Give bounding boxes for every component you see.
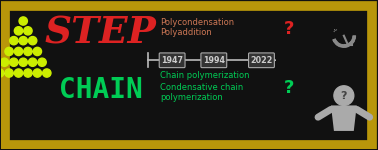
Circle shape	[9, 37, 18, 45]
Text: Polycondensation: Polycondensation	[160, 18, 234, 27]
FancyBboxPatch shape	[201, 53, 227, 68]
Text: ?: ?	[341, 91, 347, 101]
Circle shape	[19, 58, 27, 66]
Text: CHAIN: CHAIN	[59, 76, 143, 104]
Circle shape	[0, 58, 9, 66]
Text: ?: ?	[284, 20, 294, 38]
Text: polymerization: polymerization	[160, 93, 223, 102]
Circle shape	[14, 27, 23, 35]
Text: Chain polymerization: Chain polymerization	[160, 72, 250, 81]
Circle shape	[5, 69, 13, 77]
Wedge shape	[333, 36, 356, 48]
Text: ?: ?	[284, 79, 294, 97]
Text: 1994: 1994	[203, 56, 225, 65]
Circle shape	[38, 58, 46, 66]
Circle shape	[9, 58, 18, 66]
Polygon shape	[331, 105, 357, 131]
Text: Condensative chain: Condensative chain	[160, 83, 243, 92]
Circle shape	[14, 47, 23, 56]
Circle shape	[19, 17, 27, 25]
Circle shape	[33, 69, 42, 77]
Circle shape	[24, 27, 32, 35]
FancyBboxPatch shape	[249, 53, 274, 68]
Circle shape	[24, 47, 32, 56]
Circle shape	[28, 58, 37, 66]
Circle shape	[19, 37, 27, 45]
Circle shape	[14, 69, 23, 77]
Circle shape	[5, 47, 13, 56]
Text: Polyaddition: Polyaddition	[160, 28, 212, 37]
FancyBboxPatch shape	[5, 6, 372, 145]
Text: STEP: STEP	[45, 14, 156, 51]
FancyBboxPatch shape	[159, 53, 185, 68]
Circle shape	[28, 37, 37, 45]
Text: 2022: 2022	[250, 56, 273, 65]
Circle shape	[0, 69, 4, 77]
Circle shape	[43, 69, 51, 77]
Text: 1947: 1947	[161, 56, 183, 65]
Circle shape	[334, 86, 354, 105]
Circle shape	[24, 69, 32, 77]
Circle shape	[33, 47, 42, 56]
